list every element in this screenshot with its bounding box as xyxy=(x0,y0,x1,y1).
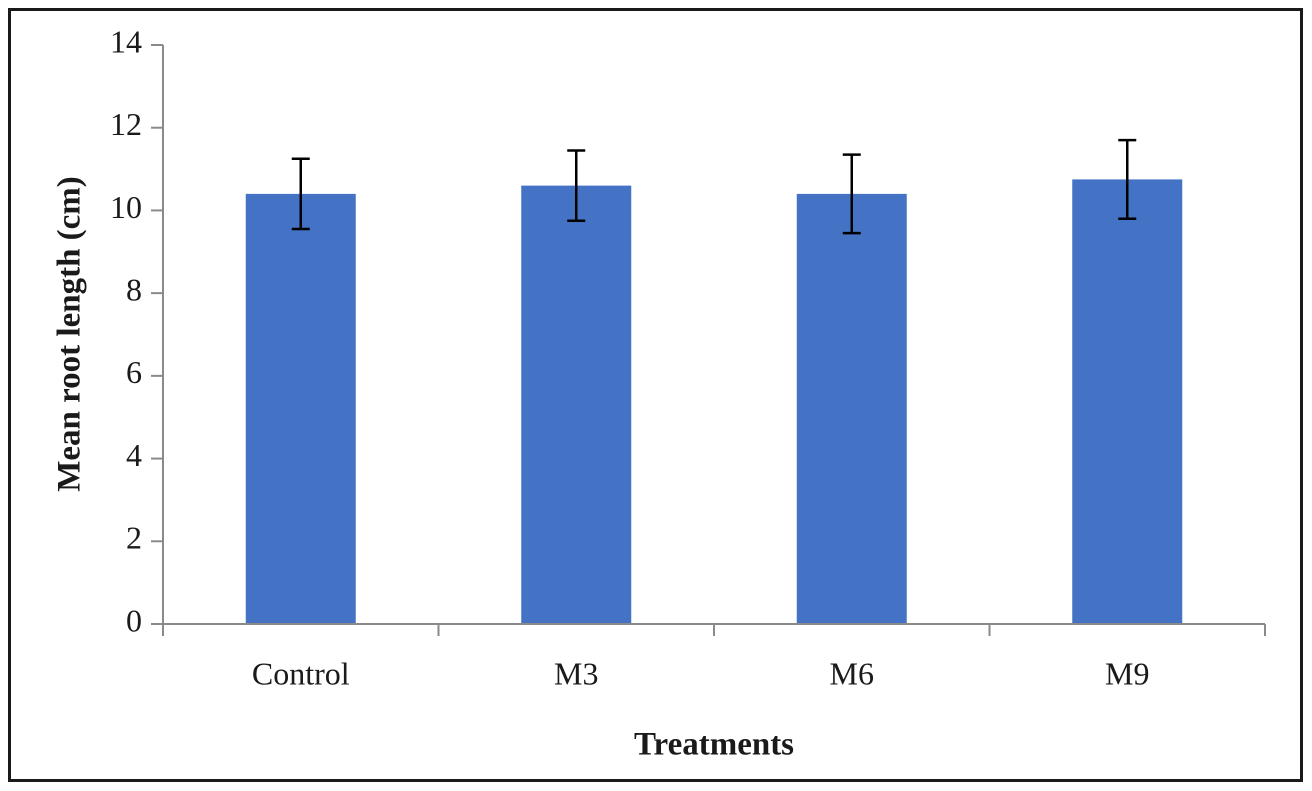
error-bar-control xyxy=(291,157,310,231)
x-category-label-control: Control xyxy=(252,655,350,691)
error-bars-group xyxy=(291,138,1137,235)
error-bar-m6 xyxy=(842,153,861,235)
y-tick-label: 6 xyxy=(126,354,142,390)
bars-group xyxy=(245,179,1183,625)
error-bar-m3 xyxy=(567,149,586,223)
x-axis-title: Treatments xyxy=(634,727,794,763)
bar-control xyxy=(245,193,356,624)
y-axis-title: Mean root length (cm) xyxy=(52,176,88,492)
bar-m6 xyxy=(796,193,907,624)
y-tick-label: 12 xyxy=(110,106,142,142)
y-tick-label: 8 xyxy=(126,271,142,307)
bar-m3 xyxy=(521,185,632,624)
y-tick-label: 0 xyxy=(126,602,142,638)
error-bar-m9 xyxy=(1118,138,1137,220)
x-category-labels: Control M3 M6 M9 xyxy=(252,655,1150,691)
x-category-label-m3: M3 xyxy=(554,655,598,691)
y-tick-label: 2 xyxy=(126,520,142,556)
y-tick-label: 14 xyxy=(110,23,142,59)
x-category-label-m6: M6 xyxy=(830,655,874,691)
y-axis xyxy=(151,44,164,625)
bar-m9 xyxy=(1072,179,1183,625)
x-axis xyxy=(162,623,1266,636)
y-tick-labels: 0 2 4 6 8 10 12 14 xyxy=(110,23,142,638)
y-tick-label: 10 xyxy=(110,189,142,225)
y-tick-label: 4 xyxy=(126,437,142,473)
x-category-label-m9: M9 xyxy=(1105,655,1149,691)
